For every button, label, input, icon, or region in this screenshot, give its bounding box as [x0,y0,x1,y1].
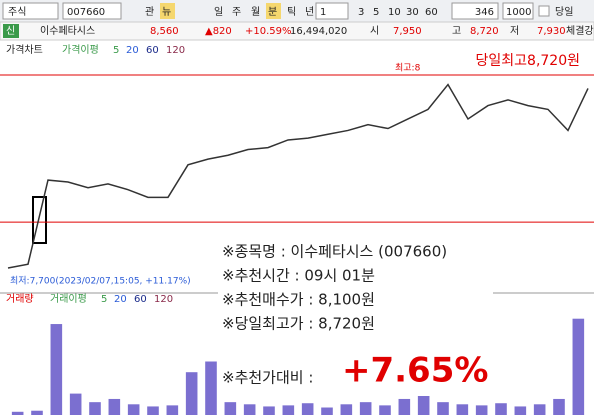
button[interactable]: 뉴 [162,6,171,18]
price-line [7,83,589,269]
overlay-box [218,234,493,396]
open-label: 시 [370,25,379,37]
interval: 1 [320,7,326,18]
minute[interactable]: 10 [388,7,401,18]
highlight-box [32,196,47,244]
volume-bar [166,405,179,415]
ma-period: 5 [113,45,119,56]
volume: 16,494,020 [290,26,347,37]
volume-bar [147,406,159,415]
button[interactable]: 관 [145,6,154,18]
period-selected [266,3,281,19]
code: 007660 [67,7,105,18]
rate: +10.59% [245,26,292,37]
checkbox[interactable] [538,5,550,17]
volume-bar [495,403,507,415]
period[interactable]: 분 [268,6,277,18]
volume-bar [224,402,237,415]
volume-bar [321,407,333,415]
ma-title: 거래이평 [50,293,87,305]
quote-row [0,21,594,41]
period[interactable]: 일 [214,6,223,18]
count-input[interactable] [451,2,499,20]
minute[interactable]: 60 [425,7,438,18]
volume-bar [89,402,101,415]
price: 8,560 [150,26,179,37]
volume-bar [243,404,256,415]
gain-label: ※추천가대비 : [222,369,313,387]
ma-period: 20 [114,294,127,305]
overlay-line: ※추천시간 : 09시 01분 [222,267,375,285]
extra: 체결강 [566,25,594,37]
open: 7,950 [393,26,422,37]
period[interactable]: 월 [251,6,260,18]
volume-bar [11,411,24,415]
badge-bg [3,24,19,38]
volume-bar [301,403,314,415]
volume-bar [475,405,488,415]
high-marker: 최고:8 [395,63,421,74]
overlay-line: ※당일최고가 : 8,720원 [222,315,375,333]
volume-bar [263,406,275,415]
volume-bar [50,324,63,415]
volume-bar [31,410,43,415]
period[interactable]: 년 [305,6,314,18]
ma-period: 120 [166,45,185,56]
volume-bar [398,398,411,415]
high-label: 고 [452,26,461,37]
high: 8,720 [470,26,499,37]
minute[interactable]: 5 [373,7,379,18]
ma-period: 120 [154,294,173,305]
volume-bar [359,402,372,415]
change: ▲820 [205,26,232,37]
volume-bar [572,318,585,415]
ma-period: 20 [126,45,139,56]
volume-bar [108,398,121,415]
ma-period: 60 [146,45,159,56]
volume-bar [514,406,527,415]
panel-title: 거래량 [6,293,34,305]
ma-period: 5 [101,294,107,305]
today: 당일 [555,6,573,18]
volume-bar [205,361,217,415]
count: 346 [475,7,494,18]
minute[interactable]: 30 [406,7,419,18]
ma-title: 가격이평 [62,43,99,56]
market: 주식 [8,6,26,18]
volume-bar [533,404,546,415]
volume-bar [69,393,82,415]
gain: +7.65% [342,351,488,391]
low-label: 저 [510,25,519,37]
volume-bar [185,372,198,415]
volume-bar [553,398,565,415]
low-note: 최저:7,700(2023/02/07,15:05, +11.17%) [10,276,191,287]
volume-bar [340,404,353,415]
toolbar [0,0,594,22]
overlay-line: ※종목명 : 이수페타시스 (007660) [222,243,447,261]
period[interactable]: 틱 [287,6,296,18]
code-input[interactable] [62,2,122,20]
volume-bar [437,402,449,415]
period[interactable]: 주 [232,7,241,18]
volume-bar [127,404,140,415]
badge: 신 [6,25,15,37]
low: 7,930 [537,26,566,37]
interval-select[interactable] [315,2,349,20]
new-button-bg [160,3,175,19]
ma-period: 60 [134,294,147,305]
volume-bar [456,404,469,415]
high-note: 당일최고8,720원 [476,53,580,69]
minute[interactable]: 3 [358,7,364,18]
volume-bar [379,405,391,415]
volume-bar [282,405,295,415]
panel-title: 가격차트 [6,43,43,56]
overlay-line: ※추천매수가 : 8,100원 [222,291,375,309]
volume-bar [417,382,430,415]
stock-name: 이수페타시스 [40,25,95,37]
max-input[interactable] [502,2,534,20]
max: 1000 [506,7,531,18]
market-select[interactable] [2,2,59,20]
